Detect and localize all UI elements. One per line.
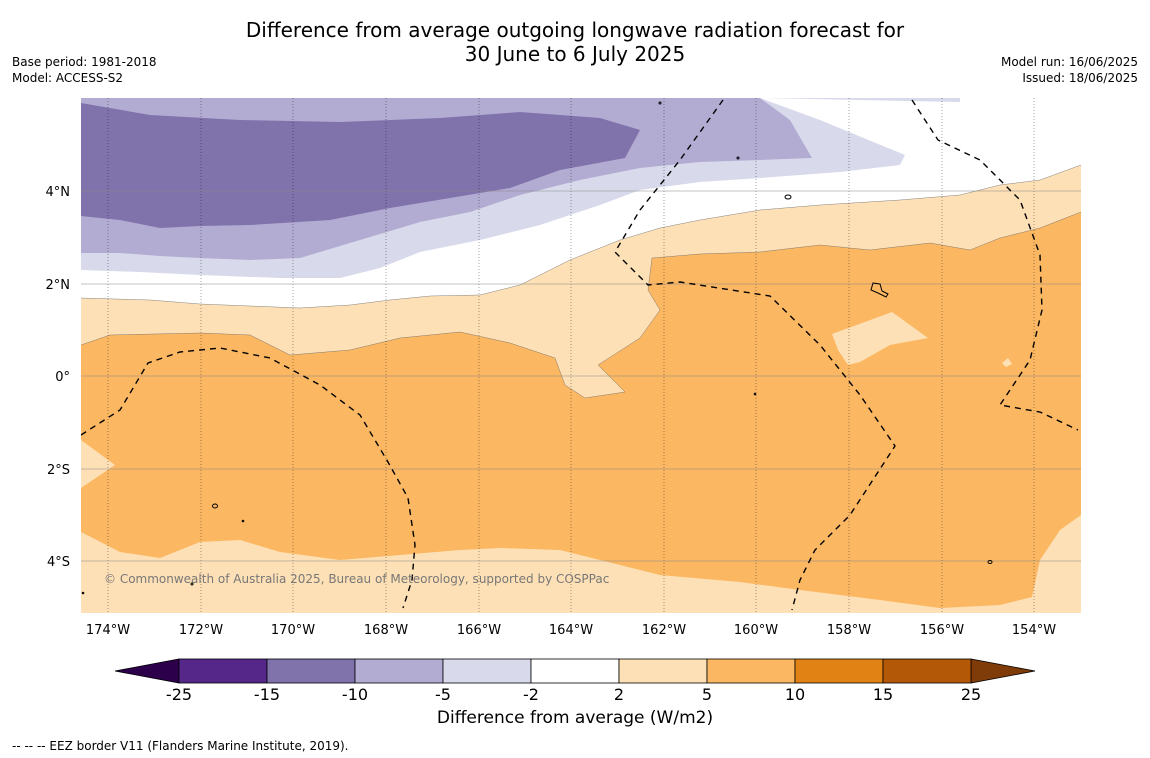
chart-title: Difference from average outgoing longwav…	[0, 18, 1150, 66]
colorbar-segment	[794, 658, 884, 684]
contour-lines	[81, 164, 1081, 399]
lon-tick-label: 162°W	[642, 623, 686, 638]
lon-axis: 174°W 172°W 170°W 168°W 166°W 164°W 162°W 160°W…	[86, 623, 1056, 638]
eez-borders	[81, 99, 1079, 611]
colorbar-under-arrow	[114, 658, 180, 684]
colorbar-tick-label: -25	[166, 685, 192, 704]
title-line-2: 30 June to 6 July 2025	[464, 42, 686, 66]
eez-footnote: -- -- -- EEZ border V11 (Flanders Marine…	[12, 739, 349, 753]
lon-tick-label: 158°W	[827, 623, 871, 638]
colorbar-tick-label: 10	[785, 685, 805, 704]
model-run: Model run: 16/06/2025	[1000, 55, 1138, 69]
lon-tick-label: 166°W	[457, 623, 501, 638]
title-line-1: Difference from average outgoing longwav…	[245, 18, 905, 42]
meta-right: Model run: 16/06/2025 Issued: 18/06/2025	[1001, 54, 1138, 86]
field-pos5-10	[81, 212, 1081, 608]
lon-tick-label: 174°W	[86, 623, 130, 638]
map-plot-area	[81, 98, 1081, 613]
field-pos2-5-hole	[832, 312, 928, 365]
lat-gridlines	[81, 190, 1081, 562]
colorbar-label: Difference from average (W/m2)	[436, 708, 714, 728]
colorbar-tick-label: 2	[614, 685, 624, 704]
colorbar-segment	[442, 658, 532, 684]
colorbar-tick-label: 5	[702, 685, 712, 704]
field-pos2-5-small	[1002, 358, 1012, 367]
lon-tick-label: 172°W	[179, 623, 223, 638]
meta-left: Base period: 1981-2018 Model: ACCESS-S2	[12, 54, 157, 86]
lon-tick-label: 154°W	[1012, 623, 1056, 638]
colorbar-tick-label: -10	[342, 685, 368, 704]
lon-tick-label: 160°W	[734, 623, 778, 638]
base-period: Base period: 1981-2018	[12, 55, 157, 69]
lat-tick-label: 0°	[55, 370, 70, 385]
colorbar-tick-label: 15	[873, 685, 893, 704]
lon-tick-label: 168°W	[364, 623, 408, 638]
lat-axis: 4°N 2°N 0° 2°S 4°S	[46, 185, 71, 570]
colorbar-tick-label: -2	[523, 685, 539, 704]
colorbar-segment	[882, 658, 972, 684]
lat-tick-label: 2°N	[46, 278, 71, 293]
islands	[81, 101, 993, 595]
lat-tick-label: 4°N	[46, 185, 71, 200]
issued-date: Issued: 18/06/2025	[1022, 71, 1138, 85]
colorbar-tick-label: -15	[254, 685, 280, 704]
field-neg15-10	[81, 103, 640, 228]
colorbar-segment	[266, 658, 356, 684]
lon-tick-label: 170°W	[271, 623, 315, 638]
colorbar-segment	[706, 658, 796, 684]
lon-tick-label: 156°W	[920, 623, 964, 638]
colorbar-segment	[530, 658, 620, 684]
colorbar-segment	[178, 658, 268, 684]
colorbar-segment	[618, 658, 708, 684]
colorbar-over-arrow	[970, 658, 1036, 684]
copyright-notice: © Commonwealth of Australia 2025, Bureau…	[104, 572, 609, 586]
model-name: Model: ACCESS-S2	[12, 71, 124, 85]
colorbar-segment	[354, 658, 444, 684]
colorbar: -25 -15 -10 -5 -2 2 5 10 15 25	[114, 658, 1036, 704]
lat-tick-label: 2°S	[47, 463, 70, 478]
colorbar-tick-label: -5	[435, 685, 451, 704]
map-grid	[107, 98, 1035, 613]
colorbar-tick-label: 25	[961, 685, 981, 704]
lat-tick-label: 4°S	[47, 555, 70, 570]
lon-tick-label: 164°W	[549, 623, 593, 638]
